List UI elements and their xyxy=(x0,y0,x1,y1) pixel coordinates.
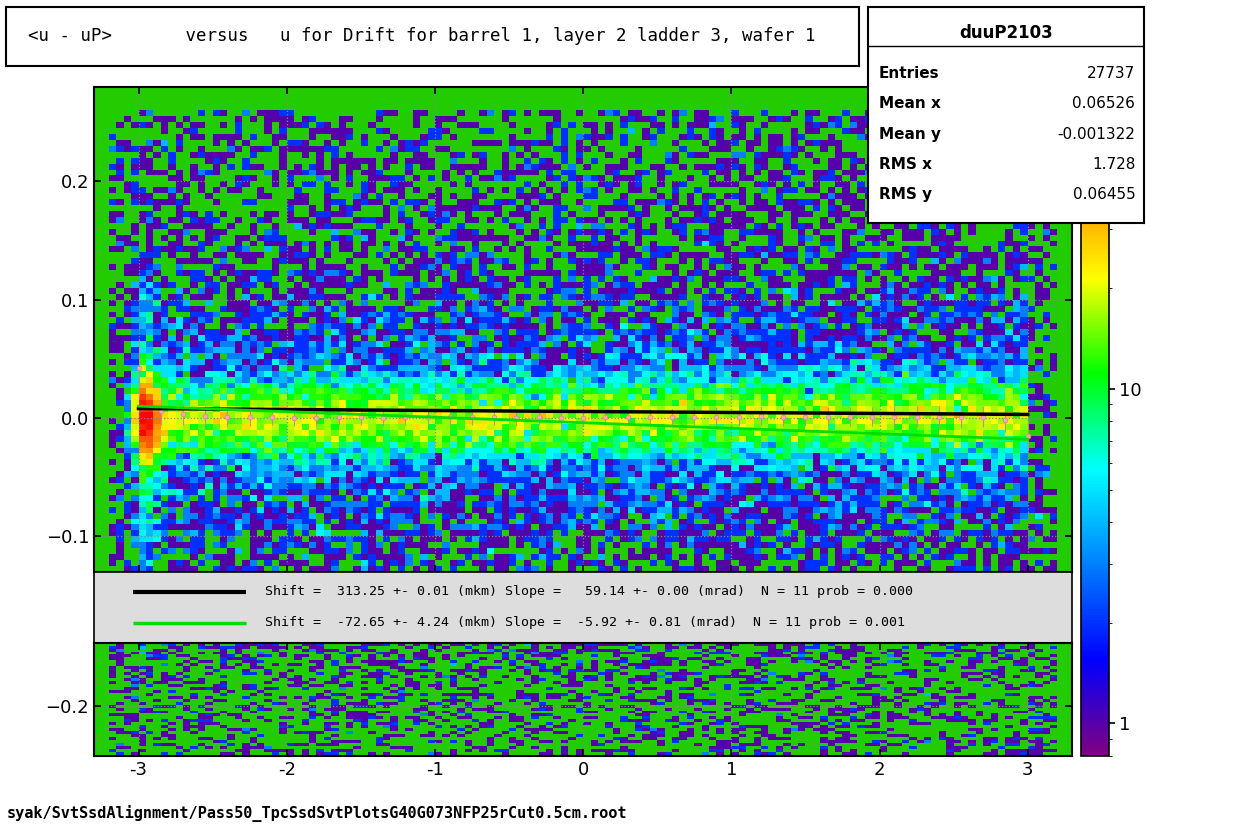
Text: Mean x: Mean x xyxy=(879,97,940,112)
Text: 1.728: 1.728 xyxy=(1092,157,1135,172)
Text: -0.001322: -0.001322 xyxy=(1057,127,1135,142)
Text: duuP2103: duuP2103 xyxy=(959,24,1052,42)
Text: Shift =  -72.65 +- 4.24 (mkm) Slope =  -5.92 +- 0.81 (mrad)  N = 11 prob = 0.001: Shift = -72.65 +- 4.24 (mkm) Slope = -5.… xyxy=(266,616,905,629)
Text: RMS y: RMS y xyxy=(879,188,932,202)
Text: 0.06526: 0.06526 xyxy=(1072,97,1135,112)
Text: Entries: Entries xyxy=(879,66,939,81)
Text: 27737: 27737 xyxy=(1087,66,1135,81)
Text: Mean y: Mean y xyxy=(879,127,940,142)
Text: Shift =  313.25 +- 0.01 (mkm) Slope =   59.14 +- 0.00 (mrad)  N = 11 prob = 0.00: Shift = 313.25 +- 0.01 (mkm) Slope = 59.… xyxy=(266,585,913,598)
Text: syak/SvtSsdAlignment/Pass50_TpcSsdSvtPlotsG40G073NFP25rCut0.5cm.root: syak/SvtSsdAlignment/Pass50_TpcSsdSvtPlo… xyxy=(6,805,627,822)
Text: RMS x: RMS x xyxy=(879,157,932,172)
Text: <u - uP>       versus   u for Drift for barrel 1, layer 2 ladder 3, wafer 1: <u - uP> versus u for Drift for barrel 1… xyxy=(28,27,815,45)
Text: 0.06455: 0.06455 xyxy=(1072,188,1135,202)
